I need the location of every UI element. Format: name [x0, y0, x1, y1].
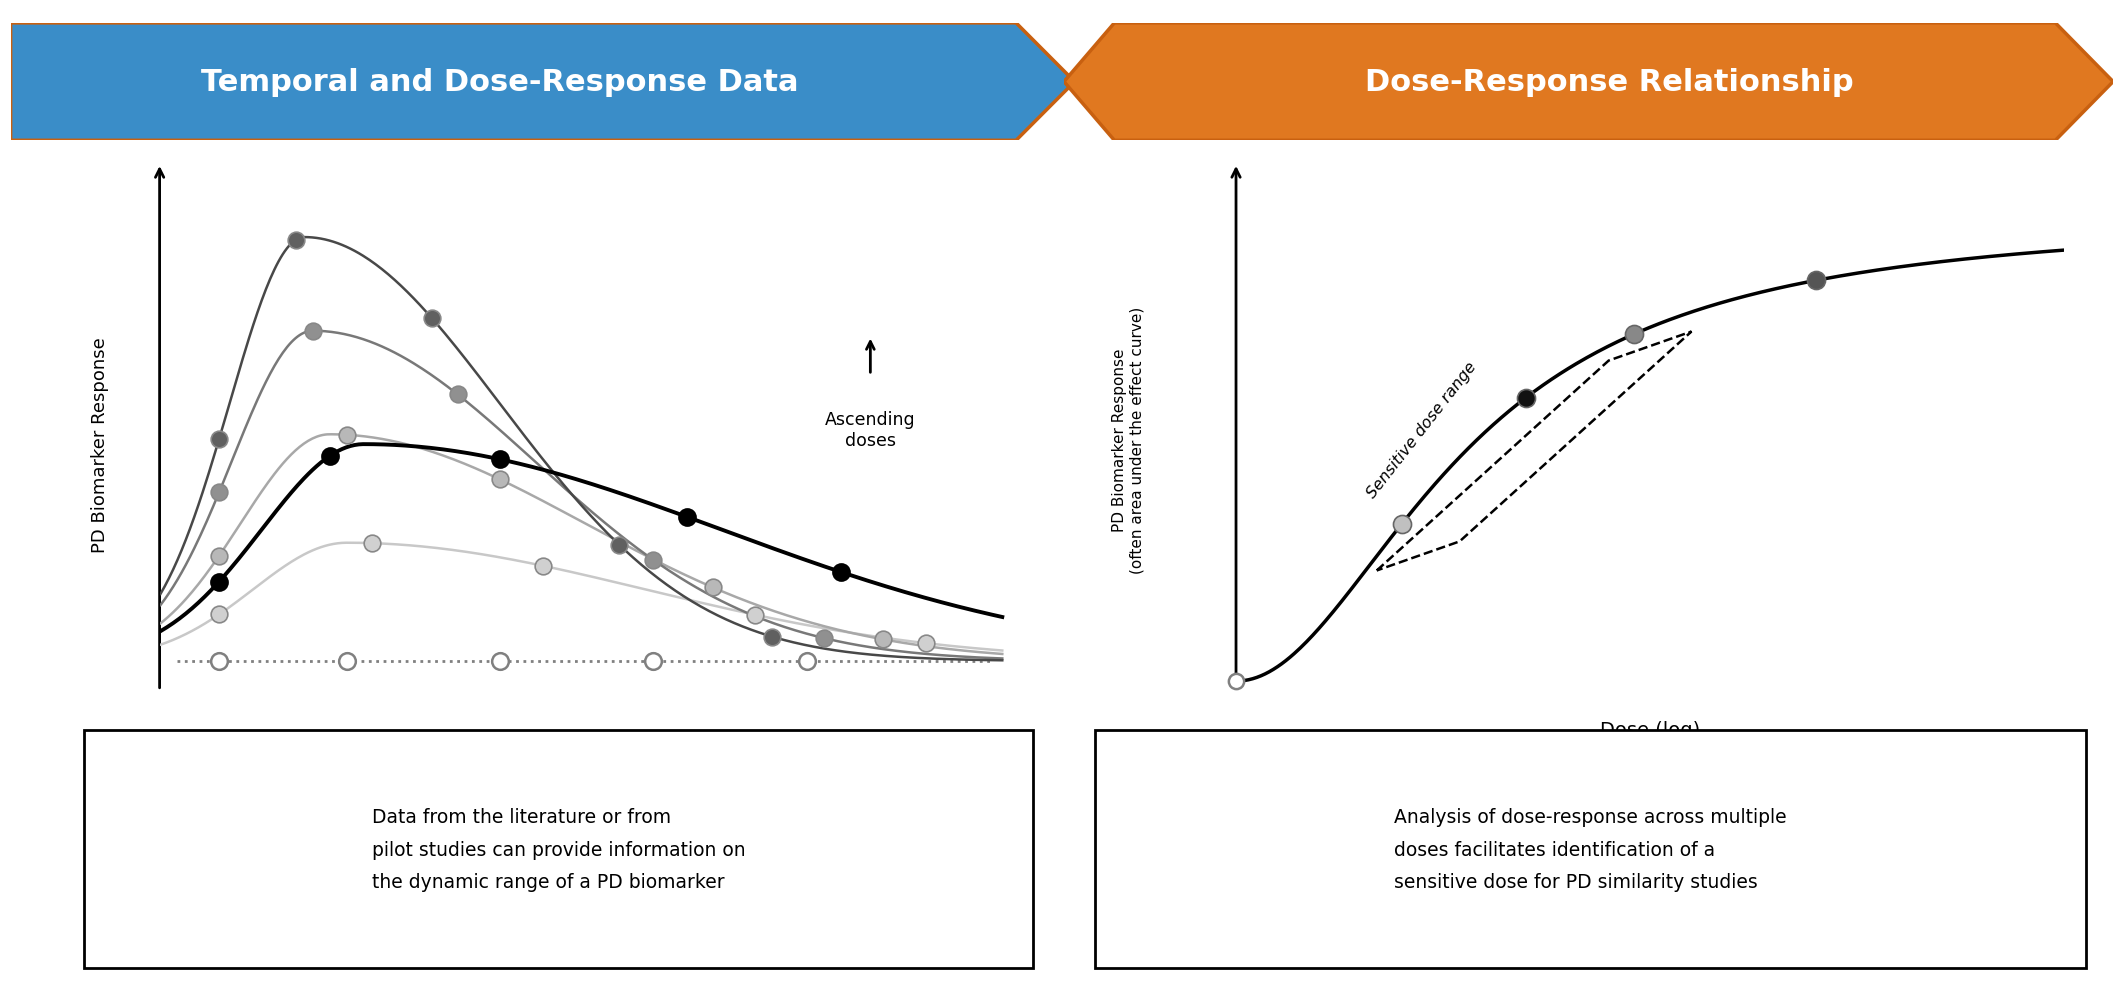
Text: Temporal and Dose-Response Data: Temporal and Dose-Response Data — [202, 68, 798, 97]
Text: Sensitive dose range: Sensitive dose range — [1364, 359, 1479, 501]
Text: Ascending
doses: Ascending doses — [826, 411, 915, 449]
FancyBboxPatch shape — [85, 731, 1032, 968]
Text: Data from the literature or from
pilot studies can provide information on
the dy: Data from the literature or from pilot s… — [372, 807, 745, 892]
Text: Analysis of dose-response across multiple
doses facilitates identification of a
: Analysis of dose-response across multipl… — [1394, 807, 1788, 892]
Text: Dose (log): Dose (log) — [1600, 721, 1700, 740]
Polygon shape — [1064, 24, 2113, 141]
FancyBboxPatch shape — [1096, 731, 2085, 968]
Text: Time: Time — [519, 731, 566, 749]
Polygon shape — [11, 24, 1075, 141]
Text: PD Biomarker Response: PD Biomarker Response — [92, 337, 109, 553]
Text: Dose-Response Relationship: Dose-Response Relationship — [1366, 68, 1853, 97]
Text: PD Biomarker Response
(often area under the effect curve): PD Biomarker Response (often area under … — [1113, 306, 1145, 574]
